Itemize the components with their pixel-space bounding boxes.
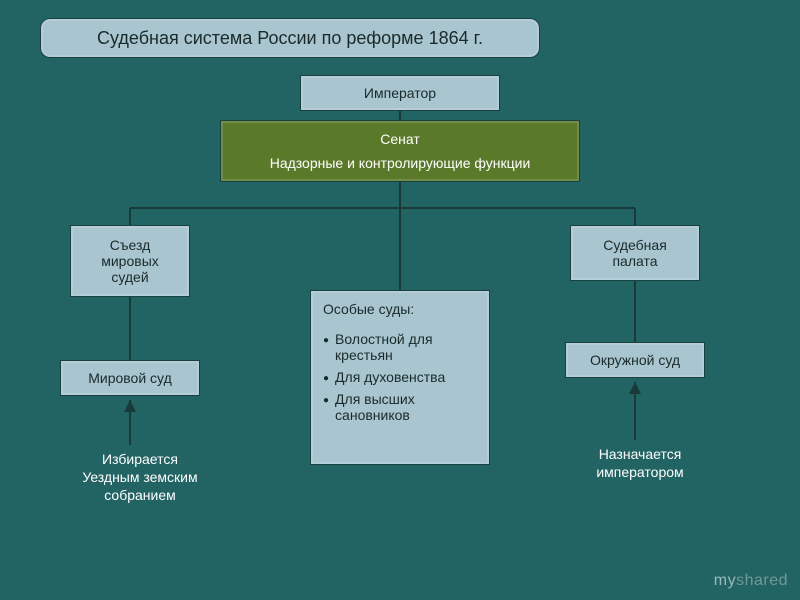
node-special-courts: Особые суды: Волостной для крестьян Для … <box>310 290 490 465</box>
diagram-title: Судебная система России по реформе 1864 … <box>40 18 540 58</box>
okrug-label: Окружной суд <box>590 352 680 368</box>
node-okrug-court: Окружной суд <box>565 342 705 378</box>
special-item: Волостной для крестьян <box>323 331 477 363</box>
chamber-label: Судебная палата <box>603 237 667 269</box>
special-list: Волостной для крестьян Для духовенства Д… <box>323 325 477 429</box>
caption-appointed: Назначается императором <box>570 445 710 481</box>
node-emperor: Император <box>300 75 500 111</box>
special-item: Для духовенства <box>323 369 477 385</box>
senate-line2: Надзорные и контролирующие функции <box>270 155 531 171</box>
emperor-label: Император <box>364 85 436 101</box>
special-title: Особые суды: <box>323 301 414 317</box>
congress-label: Съезд мировых судей <box>101 237 159 285</box>
mirovoy-label: Мировой суд <box>88 370 172 386</box>
watermark: myshared <box>714 572 788 590</box>
node-mirovoy-court: Мировой суд <box>60 360 200 396</box>
node-senate: Сенат Надзорные и контролирующие функции <box>220 120 580 182</box>
node-chamber: Судебная палата <box>570 225 700 281</box>
caption-elected: Избирается Уездным земским собранием <box>55 450 225 505</box>
node-congress: Съезд мировых судей <box>70 225 190 297</box>
special-item: Для высших сановников <box>323 391 477 423</box>
senate-line1: Сенат <box>380 131 420 147</box>
title-text: Судебная система России по реформе 1864 … <box>97 28 483 49</box>
